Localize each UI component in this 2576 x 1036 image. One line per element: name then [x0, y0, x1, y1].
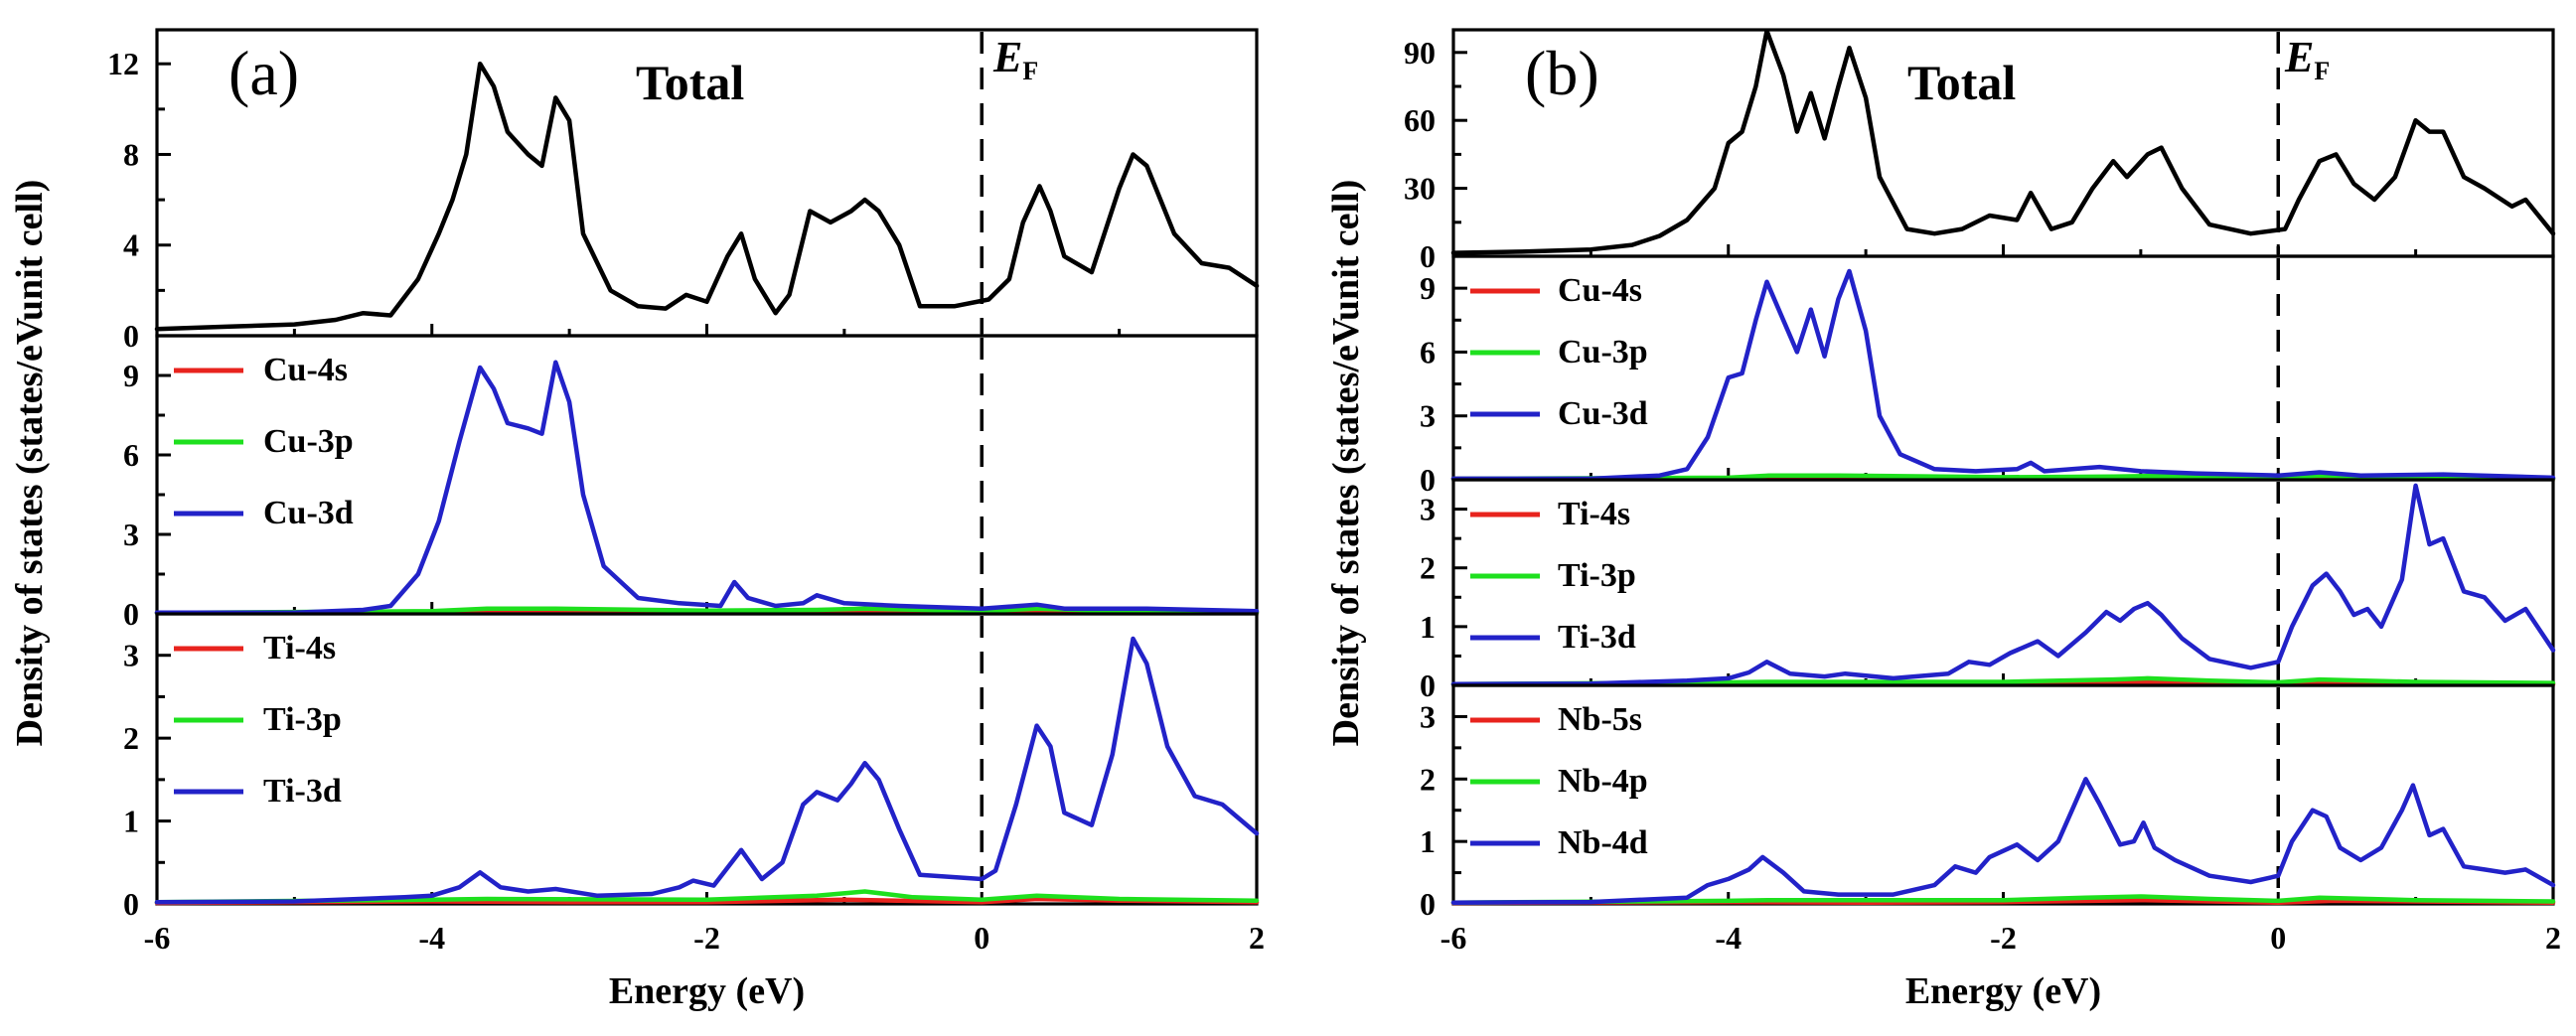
- panel-b-legend-label-cu-3p: Cu-3p: [1558, 334, 1648, 370]
- panel-b-legend-label-cu-4s: Cu-4s: [1558, 272, 1642, 309]
- panel-b-series-ti-3p: [1450, 675, 2556, 687]
- panel-a-cu-ytick-label-3: 9: [123, 358, 139, 393]
- panel-b-legend-label-ti-3d: Ti-3d: [1558, 619, 1636, 656]
- panel-b-legend-label-nb-4d: Nb-4d: [1558, 824, 1648, 861]
- panel-a-fermi-label: EF: [992, 33, 1038, 85]
- panel-b-subplot-nb: 0 1 2 3 Nb-5s Nb-4p Nb-4d: [1420, 683, 2556, 922]
- panel-a-series-ti-3p: [154, 889, 1260, 905]
- panel-a-legend-label-ti-3p: Ti-3p: [263, 701, 342, 738]
- panel-a-legend-label-ti-4s: Ti-4s: [263, 630, 336, 666]
- panel-a-total-ytick-label-3: 12: [107, 46, 139, 81]
- panel-b-subplot-cu: 0 3 6 9 Cu-4s Cu-3p Cu-3d: [1420, 254, 2556, 498]
- panel-a-series-total: [154, 61, 1260, 332]
- panel-a-yaxis-title: Density of states (states/eVunit cell): [9, 180, 51, 747]
- panel-a-legend-label-ti-3d: Ti-3d: [263, 773, 342, 810]
- panel-b-ti-ytick-label-2: 2: [1420, 550, 1436, 586]
- panel-b-nb-ytick-label-1: 1: [1420, 823, 1436, 859]
- panel-b-fermi-label-main: E: [2284, 33, 2314, 81]
- panel-b-legend-label-nb-5s: Nb-5s: [1558, 701, 1642, 738]
- panel-b-series-ti-3d: [1450, 483, 2556, 687]
- panel-b-series-nb-4p: [1450, 894, 2556, 905]
- panel-a-fermi-label-main: E: [992, 33, 1022, 81]
- panel-a-cu-ytick-label-0: 0: [123, 596, 139, 632]
- panel-a-fermi-label-sub: F: [1022, 57, 1038, 85]
- panel-a-legend-label-cu-4s: Cu-4s: [263, 352, 348, 388]
- panel-a-ti-ytick-label-0: 0: [123, 886, 139, 922]
- panel-a-ti-ytick-label-3: 3: [123, 638, 139, 673]
- panel-a-ti-ytick-label-1: 1: [123, 804, 139, 839]
- panel-b-nb-ytick-label-3: 3: [1420, 698, 1436, 734]
- panel-b-xtick-label-0: -6: [1440, 920, 1467, 956]
- panel-b-total-ytick-label-3: 90: [1404, 35, 1436, 71]
- panel-a-legend-label-cu-3d: Cu-3d: [263, 495, 354, 531]
- panel-a-xtick-label-3: 0: [974, 920, 989, 956]
- panel-a-xtick-label-4: 2: [1249, 920, 1265, 956]
- panel-a-cu-ytick-label-2: 6: [123, 437, 139, 473]
- panel-b-fermi-label-sub: F: [2314, 57, 2330, 85]
- panel-a-ti-ytick-label-2: 2: [123, 720, 139, 756]
- panel-a-total-label: Total: [636, 55, 744, 110]
- panel-b-legend-label-ti-4s: Ti-4s: [1558, 496, 1630, 532]
- panel-a-total-ytick-label-0: 0: [123, 318, 139, 354]
- panel-b-subplot-ti: 0 1 2 3 Ti-4s Ti-3p Ti-3d: [1420, 478, 2556, 703]
- panel-b-series-cu-3d: [1450, 268, 2556, 482]
- panel-a-legend-label-cu-3p: Cu-3p: [263, 423, 354, 460]
- panel-b-nb-ytick-label-0: 0: [1420, 886, 1436, 922]
- panel-b-total-ytick-label-2: 60: [1404, 102, 1436, 138]
- panel-b-total-label: Total: [1907, 55, 2016, 110]
- panel-b-legend-label-cu-3d: Cu-3d: [1558, 395, 1648, 432]
- panel-b-series-total: [1450, 28, 2556, 255]
- panel-b-label: (b): [1525, 38, 1599, 108]
- panel-b-ti-ytick-label-3: 3: [1420, 492, 1436, 527]
- panel-b-cu-ytick-label-0: 0: [1420, 462, 1436, 498]
- panel-b-yaxis-title: Density of states (states/eVunit cell): [1325, 180, 1367, 747]
- panel-b-xtick-label-1: -4: [1715, 920, 1742, 956]
- panel-b-series-nb-4d: [1450, 777, 2556, 905]
- panel-b-total-ytick-label-0: 0: [1420, 238, 1436, 274]
- panel-b-xtick-label-3: 0: [2270, 920, 2286, 956]
- panel-b-legend-label-ti-3p: Ti-3p: [1558, 557, 1636, 594]
- panel-a-xaxis-title: Energy (eV): [609, 970, 805, 1012]
- panel-b-nb-ytick-label-2: 2: [1420, 761, 1436, 797]
- panel-a-cu-ytick-label-1: 3: [123, 517, 139, 552]
- panel-a-xtick-label-0: -6: [144, 920, 171, 956]
- panel-b-ti-ytick-label-1: 1: [1420, 609, 1436, 645]
- panel-a-xtick-label-1: -4: [418, 920, 445, 956]
- panel-a-series-cu-3d: [154, 360, 1260, 615]
- panel-a-subplot-cu: 0 3 6 9 Cu-4s Cu-3p Cu-3d: [123, 334, 1260, 632]
- panel-b-cu-ytick-label-3: 9: [1420, 270, 1436, 306]
- panel-b-fermi-label: EF: [2284, 33, 2330, 85]
- panel-a-label: (a): [228, 38, 299, 108]
- panel-b-xaxis-title: Energy (eV): [1905, 970, 2101, 1012]
- panel-b-legend-label-nb-4p: Nb-4p: [1558, 763, 1648, 800]
- panel-b-cu-ytick-label-1: 3: [1420, 398, 1436, 434]
- panel-b-total-ytick-label-1: 30: [1404, 171, 1436, 207]
- panel-b-ti-ytick-label-0: 0: [1420, 667, 1436, 703]
- panel-b-xtick-label-4: 2: [2545, 920, 2561, 956]
- panel-a-total-ytick-label-2: 8: [123, 136, 139, 172]
- panel-a-total-ytick-label-1: 4: [123, 227, 139, 263]
- panel-a-series-ti-3d: [154, 636, 1260, 905]
- panel-b-xtick-label-2: -2: [1990, 920, 2017, 956]
- panel-a-xtick-label-2: -2: [693, 920, 720, 956]
- panel-b-cu-ytick-label-2: 6: [1420, 334, 1436, 370]
- panel-a-subplot-ti: 0 1 2 3 Ti-4s Ti-3p Ti-3d: [123, 612, 1260, 922]
